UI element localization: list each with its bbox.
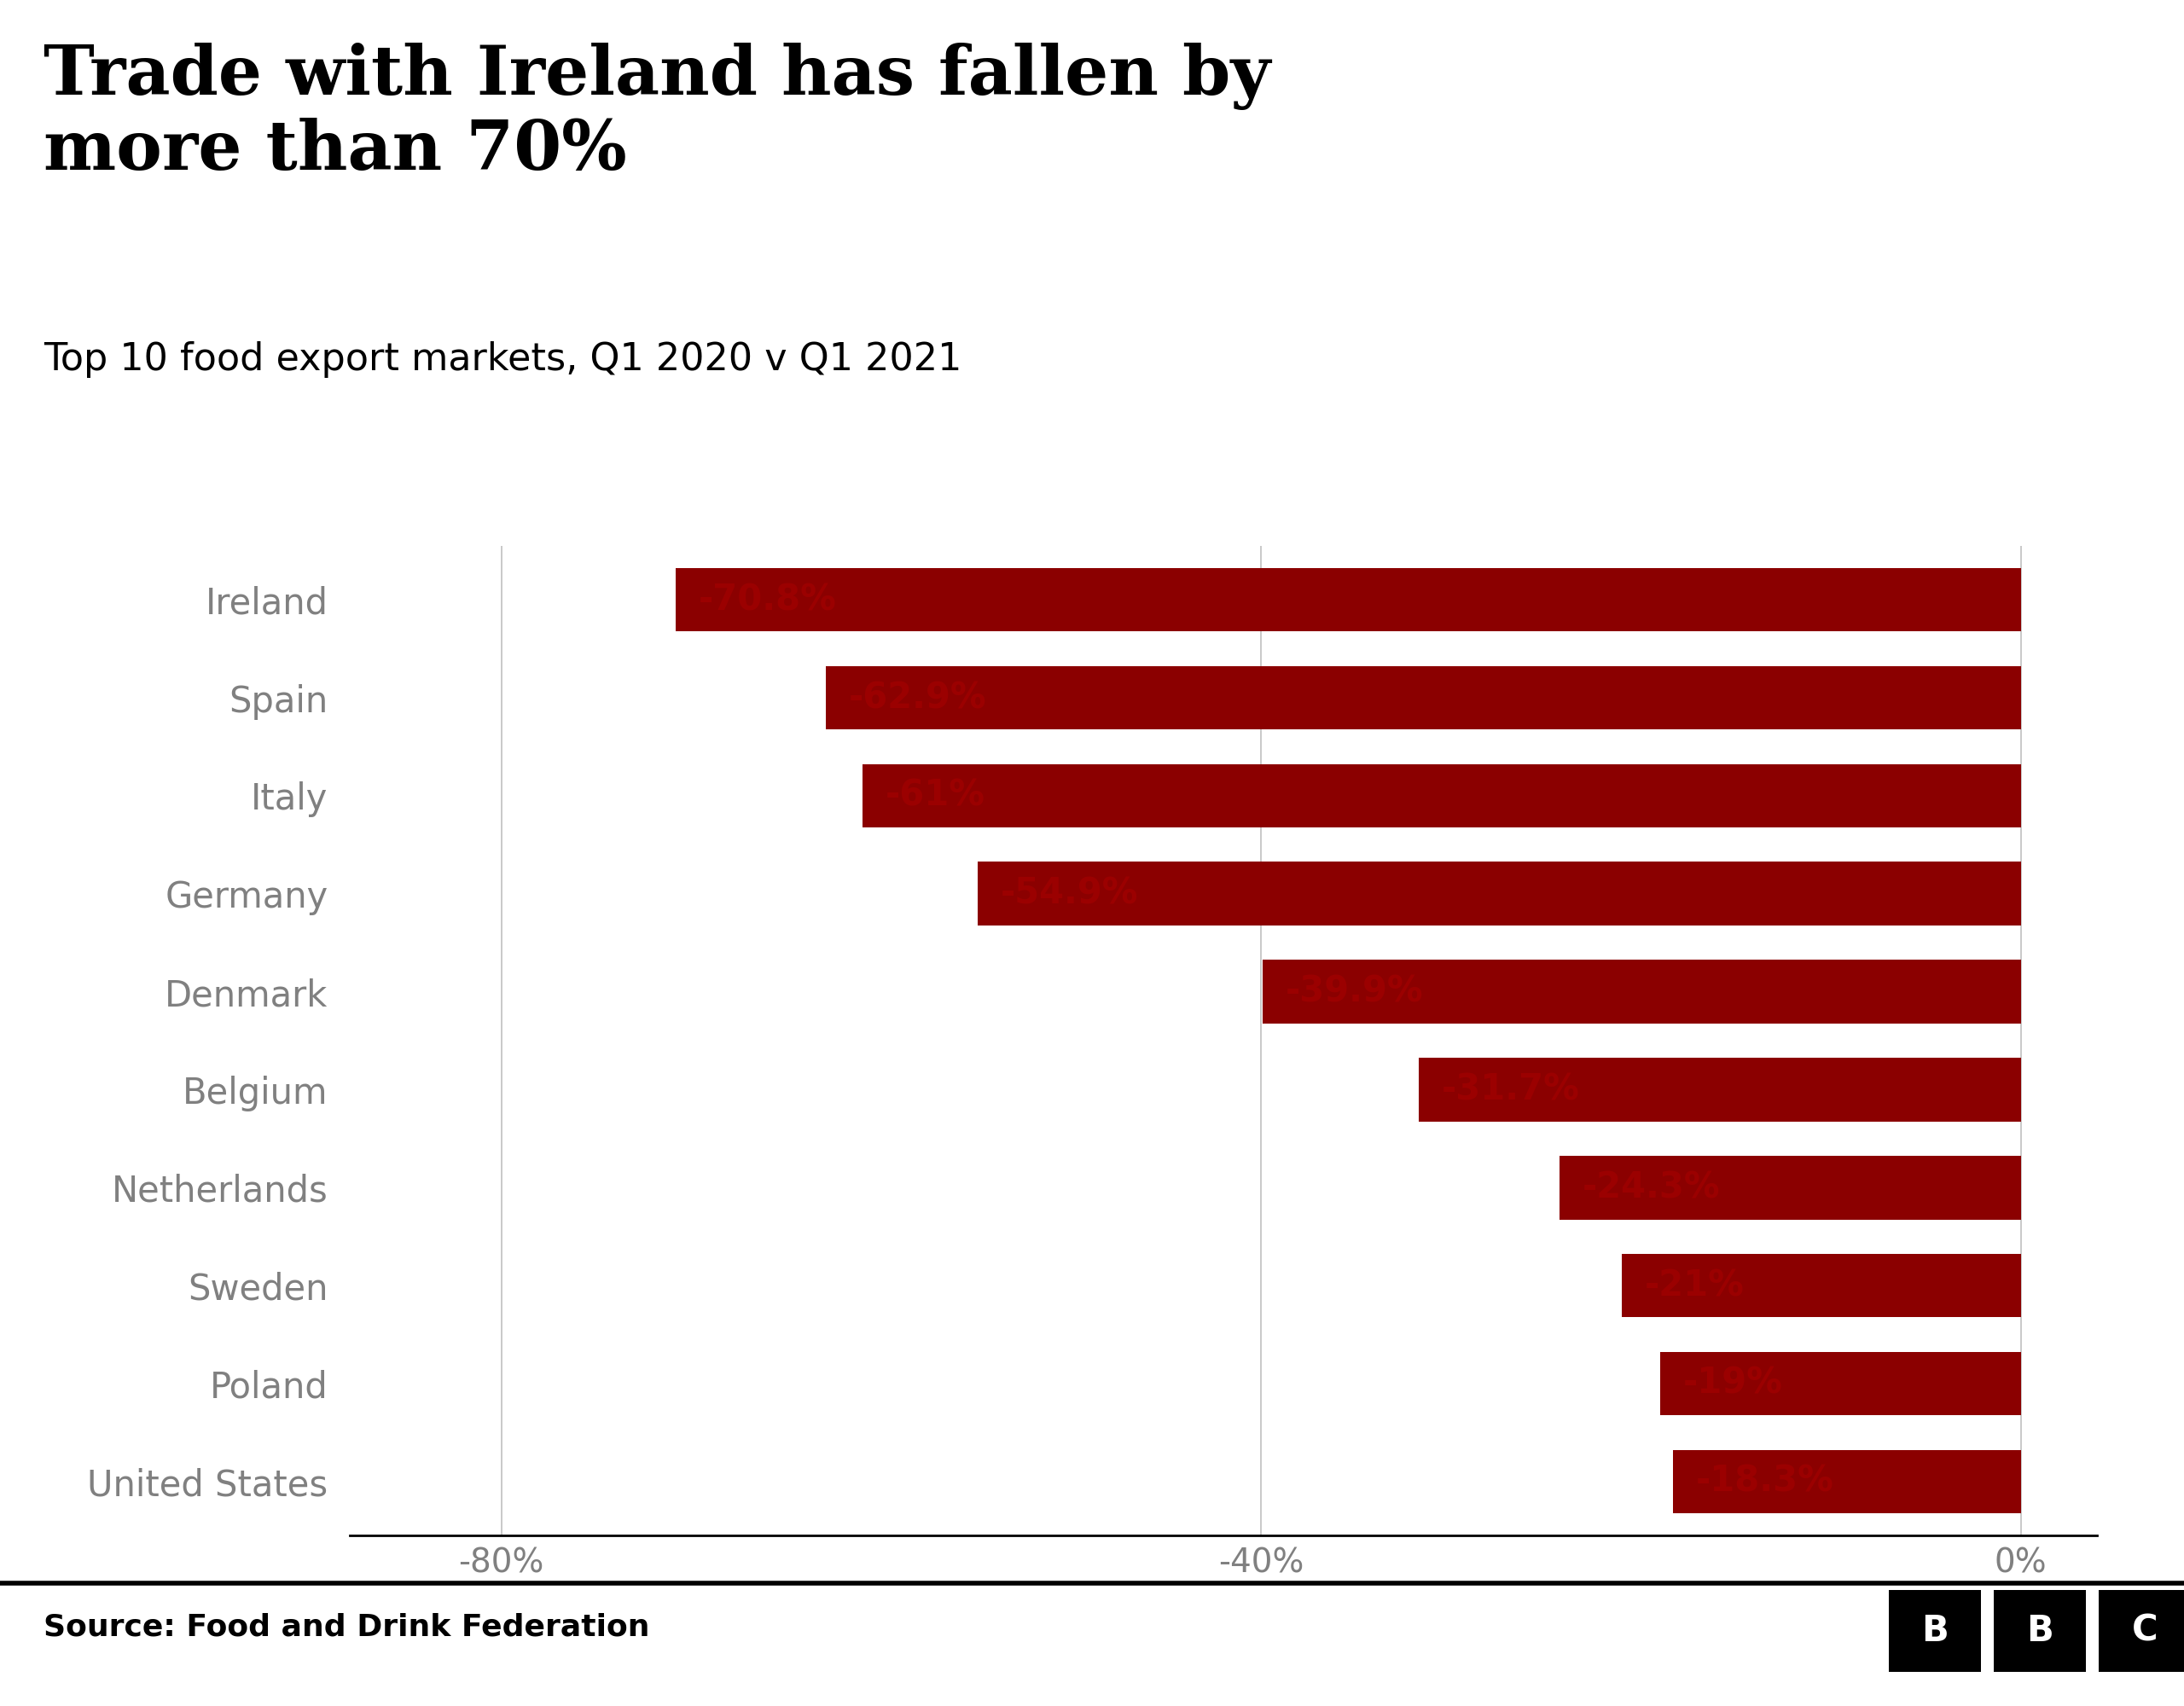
Text: -31.7%: -31.7% [1441, 1071, 1579, 1107]
Text: -18.3%: -18.3% [1697, 1464, 1835, 1500]
Bar [1623, 1254, 2020, 1317]
Text: -24.3%: -24.3% [1581, 1170, 1719, 1206]
Bar [1660, 1351, 2020, 1416]
Text: Top 10 food export markets, Q1 2020 v Q1 2021: Top 10 food export markets, Q1 2020 v Q1… [44, 341, 961, 379]
Bar [677, 568, 2020, 631]
Text: -70.8%: -70.8% [699, 582, 836, 618]
Bar [1420, 1058, 2020, 1121]
Bar [1559, 1155, 2020, 1220]
Bar [978, 862, 2020, 926]
Bar [1262, 960, 2020, 1024]
Text: -39.9%: -39.9% [1286, 974, 1424, 1010]
Bar [826, 665, 2020, 730]
Text: -19%: -19% [1682, 1365, 1782, 1401]
Text: -54.9%: -54.9% [1000, 875, 1138, 911]
Text: Source: Food and Drink Federation: Source: Food and Drink Federation [44, 1612, 651, 1641]
Text: C: C [2132, 1614, 2158, 1648]
Text: Trade with Ireland has fallen by
more than 70%: Trade with Ireland has fallen by more th… [44, 43, 1271, 184]
Text: B: B [1922, 1614, 1948, 1648]
Text: B: B [2027, 1614, 2053, 1648]
Text: -61%: -61% [885, 778, 985, 814]
Text: -21%: -21% [1645, 1268, 1745, 1303]
Bar [863, 764, 2020, 827]
Bar [1673, 1450, 2020, 1513]
Text: -62.9%: -62.9% [850, 681, 987, 717]
